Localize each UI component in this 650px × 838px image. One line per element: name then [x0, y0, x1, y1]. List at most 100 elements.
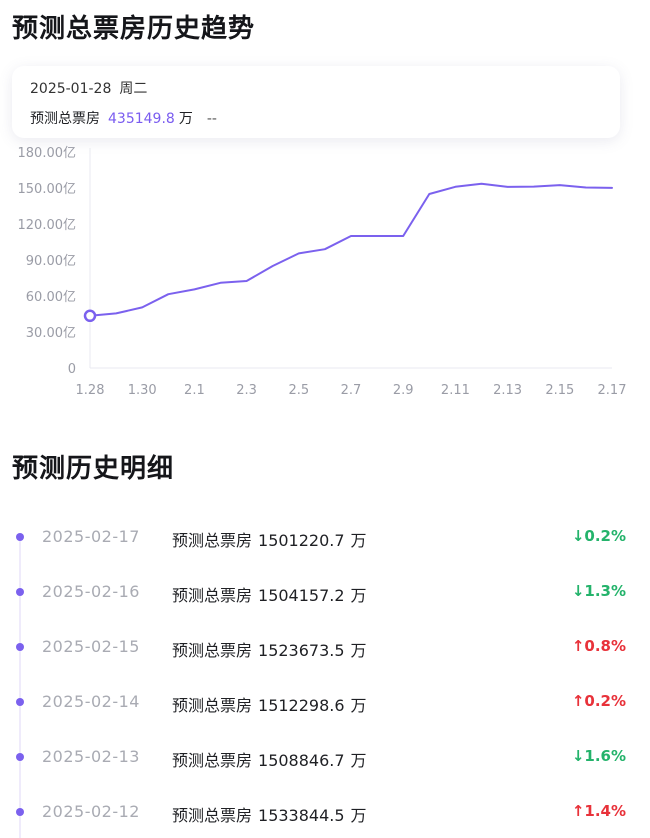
- box-office-trend-chart[interactable]: 0 30.00亿 60.00亿 90.00亿 120.00亿 150.00亿 180.00亿…: [0, 140, 650, 405]
- history-row: 2025-02-16 预测总票房 1504157.2 万 ↓1.3%: [0, 578, 650, 608]
- x-tick-label: 2.3: [236, 383, 257, 398]
- data-point: [271, 264, 275, 268]
- history-label: 预测总票房: [172, 751, 253, 770]
- history-change-value: 1.6%: [584, 747, 626, 765]
- history-row: 2025-02-14 预测总票房 1512298.6 万 ↑0.2%: [0, 688, 650, 718]
- data-point: [453, 185, 457, 189]
- history-row: 2025-02-13 预测总票房 1508846.7 万 ↓1.6%: [0, 743, 650, 773]
- history-label: 预测总票房: [172, 696, 253, 715]
- data-point: [480, 182, 484, 186]
- history-change: ↑0.2%: [572, 692, 626, 710]
- data-point: [192, 287, 196, 291]
- tooltip-value-row: 预测总票房 435149.8 万 --: [30, 108, 217, 128]
- chart-tooltip: 2025-01-28 周二 预测总票房 435149.8 万 --: [12, 66, 620, 138]
- timeline-dot: [16, 808, 24, 816]
- history-unit: 万: [350, 696, 367, 715]
- timeline-dot: [16, 698, 24, 706]
- detail-section-title: 预测历史明细: [12, 454, 175, 484]
- arrow-down-icon: ↓: [571, 527, 585, 545]
- tooltip-date: 2025-01-28: [30, 81, 112, 97]
- history-row: 2025-02-17 预测总票房 1501220.7 万 ↓0.2%: [0, 523, 650, 553]
- data-point: [297, 251, 301, 255]
- data-point: [114, 311, 118, 315]
- history-label-group: 预测总票房 1523673.5 万: [172, 637, 367, 661]
- x-tick-label: 1.28: [76, 383, 105, 398]
- data-point: [610, 186, 614, 190]
- data-point: [375, 234, 379, 238]
- history-label: 预测总票房: [172, 806, 253, 825]
- tooltip-label: 预测总票房: [30, 111, 100, 127]
- history-row: 2025-02-12 预测总票房 1533844.5 万 ↑1.4%: [0, 798, 650, 828]
- x-tick-label: 2.1: [184, 383, 205, 398]
- x-tick-label: 2.13: [493, 383, 522, 398]
- data-point: [349, 234, 353, 238]
- trend-section-title: 预测总票房历史趋势: [12, 14, 256, 44]
- history-value: 1512298.6: [258, 696, 345, 715]
- timeline-dot: [16, 753, 24, 761]
- data-point: [506, 185, 510, 189]
- history-value: 1508846.7: [258, 751, 345, 770]
- history-change: ↓1.6%: [572, 747, 626, 765]
- arrow-down-icon: ↓: [571, 582, 585, 600]
- history-date: 2025-02-16: [42, 582, 140, 601]
- x-tick-label: 2.11: [441, 383, 470, 398]
- y-tick-label: 180.00亿: [18, 146, 77, 161]
- x-tick-label: 2.15: [545, 383, 574, 398]
- series-line: [89, 182, 613, 317]
- arrow-down-icon: ↓: [571, 747, 585, 765]
- timeline-dot: [16, 643, 24, 651]
- history-unit: 万: [350, 806, 367, 825]
- history-date: 2025-02-17: [42, 527, 140, 546]
- history-change-value: 0.8%: [584, 637, 626, 655]
- y-tick-label: 0: [68, 362, 76, 377]
- history-label-group: 预测总票房 1501220.7 万: [172, 527, 367, 551]
- x-tick-label: 2.7: [341, 383, 362, 398]
- arrow-up-icon: ↑: [571, 692, 585, 710]
- y-tick-label: 150.00亿: [18, 182, 77, 197]
- arrow-up-icon: ↑: [571, 802, 585, 820]
- data-point: [558, 183, 562, 187]
- history-change: ↑0.8%: [572, 637, 626, 655]
- history-label-group: 预测总票房 1508846.7 万: [172, 747, 367, 771]
- y-tick-label: 90.00亿: [26, 254, 76, 269]
- data-point: [219, 281, 223, 285]
- arrow-up-icon: ↑: [571, 637, 585, 655]
- history-value: 1533844.5: [258, 806, 345, 825]
- timeline-dot: [16, 533, 24, 541]
- y-tick-label: 120.00亿: [18, 218, 77, 233]
- tooltip-date-row: 2025-01-28 周二: [30, 78, 147, 98]
- tooltip-unit: 万: [178, 111, 193, 127]
- x-tick-label: 2.9: [393, 383, 414, 398]
- data-point: [532, 185, 536, 189]
- history-change: ↑1.4%: [572, 802, 626, 820]
- history-change: ↓0.2%: [572, 527, 626, 545]
- tooltip-change: --: [206, 111, 217, 127]
- data-point: [401, 234, 405, 238]
- history-date: 2025-02-13: [42, 747, 140, 766]
- x-tick-label: 1.30: [128, 383, 157, 398]
- history-label: 预测总票房: [172, 586, 253, 605]
- history-unit: 万: [350, 586, 367, 605]
- data-point: [427, 192, 431, 196]
- history-unit: 万: [350, 641, 367, 660]
- y-tick-label: 30.00亿: [26, 326, 76, 341]
- data-point: [323, 247, 327, 251]
- history-label-group: 预测总票房 1533844.5 万: [172, 802, 367, 826]
- y-tick-label: 60.00亿: [26, 290, 76, 305]
- timeline-line: [19, 538, 21, 838]
- history-unit: 万: [350, 531, 367, 550]
- data-point: [140, 305, 144, 309]
- x-tick-label: 2.17: [598, 383, 627, 398]
- tooltip-value: 435149.8: [108, 111, 175, 127]
- timeline-dot: [16, 588, 24, 596]
- history-label-group: 预测总票房 1504157.2 万: [172, 582, 367, 606]
- data-point: [584, 186, 588, 190]
- history-value: 1523673.5: [258, 641, 345, 660]
- history-label: 预测总票房: [172, 641, 253, 660]
- history-date: 2025-02-14: [42, 692, 140, 711]
- history-unit: 万: [350, 751, 367, 770]
- history-change-value: 1.4%: [584, 802, 626, 820]
- history-date: 2025-02-15: [42, 637, 140, 656]
- history-change: ↓1.3%: [572, 582, 626, 600]
- data-point: [166, 292, 170, 296]
